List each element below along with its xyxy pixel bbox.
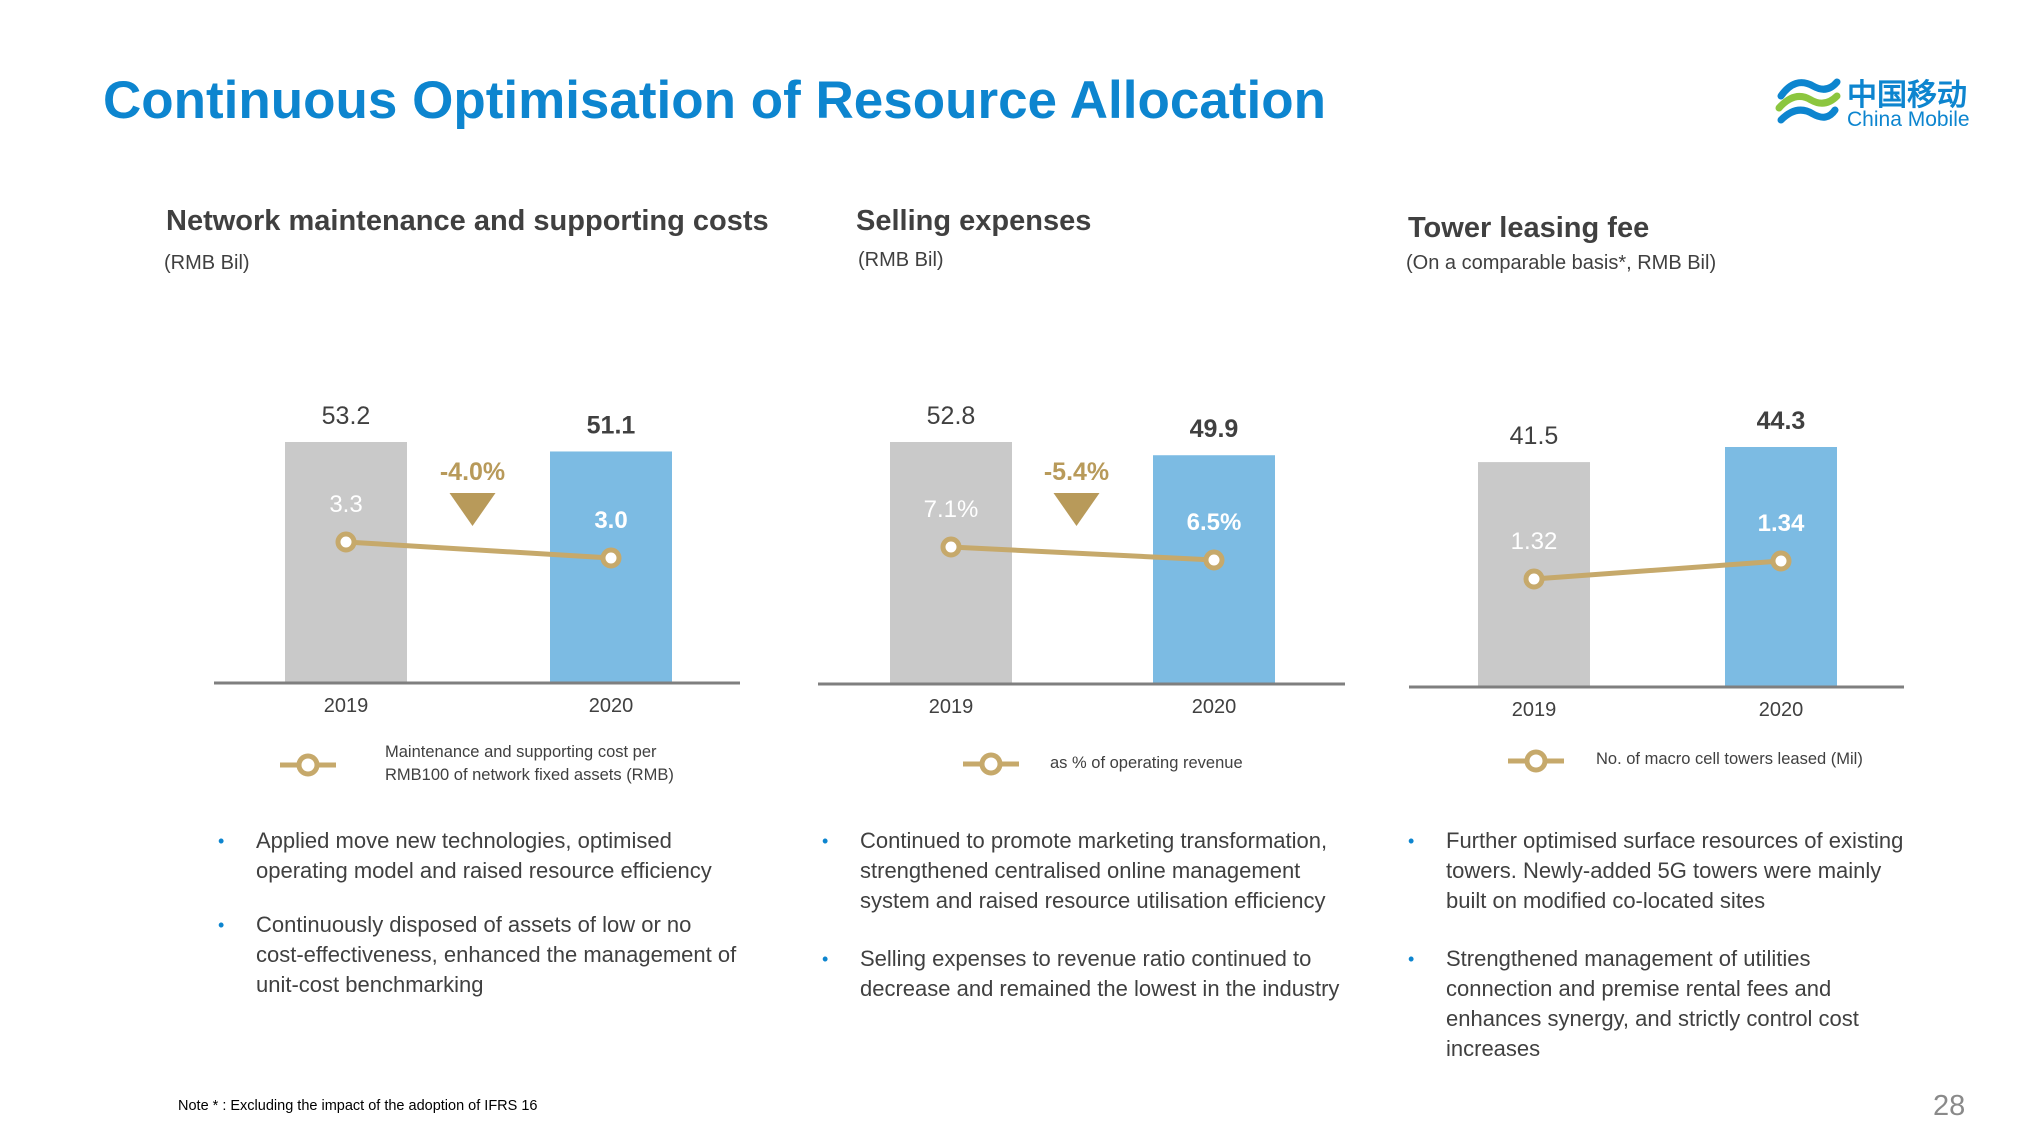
chart-network-maintenance: 53.2 2019 3.3 51.1 2020 3.0 -4.0% — [214, 402, 740, 717]
bullet-list: • Applied move new technologies, optimise… — [218, 826, 738, 1024]
line-value-label: 1.32 — [1511, 528, 1558, 555]
bullet-icon: • — [218, 831, 225, 851]
chart-selling-expenses: 52.8 2019 7.1% 49.9 2020 6.5% -5.4% — [818, 402, 1345, 718]
line-point — [335, 531, 357, 553]
bar-2019 — [890, 442, 1012, 683]
bullet-icon: • — [822, 831, 829, 851]
legend-label-line1: No. of macro cell towers leased (Mil) — [1596, 750, 1863, 768]
legend-label-line2: RMB100 of network fixed assets (RMB) — [385, 766, 674, 784]
bar-value-label: 51.1 — [587, 411, 636, 439]
panel-unit: (RMB Bil) — [858, 249, 944, 271]
list-item: • Applied move new technologies, optimise… — [218, 826, 738, 886]
legend-label-line1: Maintenance and supporting cost per — [385, 743, 657, 761]
logo-english-text: China Mobile — [1847, 108, 1970, 131]
panel-title: Tower leasing fee — [1408, 212, 1650, 244]
line-value-label: 3.3 — [329, 491, 362, 518]
list-item: • Strengthened management of utilities co… — [1408, 944, 1908, 1064]
list-item: • Selling expenses to revenue ratio conti… — [822, 944, 1342, 1004]
line-value-label: 1.34 — [1758, 510, 1805, 537]
list-item: • Further optimised surface resources of … — [1408, 826, 1908, 916]
bar-value-label: 41.5 — [1510, 422, 1559, 450]
bar-value-label: 44.3 — [1757, 407, 1806, 435]
bar-value-label: 52.8 — [927, 402, 976, 430]
list-item: • Continuously disposed of assets of low … — [218, 910, 738, 1000]
bullet-icon: • — [1408, 949, 1415, 969]
x-tick-label: 2019 — [324, 695, 369, 717]
line-point — [1523, 568, 1545, 590]
line-value-label: 6.5% — [1187, 509, 1242, 536]
bar-2019 — [285, 442, 407, 682]
page-number: 28 — [1933, 1090, 1966, 1122]
line-point — [600, 547, 622, 569]
legend-label: as % of operating revenue — [1050, 752, 1243, 775]
chart-tower-leasing: 41.5 2019 1.32 44.3 2020 1.34 — [1409, 407, 1904, 721]
x-tick-label: 2019 — [929, 696, 974, 718]
list-item-text: Continuously disposed of assets of low o… — [256, 912, 737, 997]
legend-label: Maintenance and supporting cost per RMB1… — [385, 741, 674, 787]
x-tick-label: 2020 — [589, 695, 634, 717]
china-mobile-logo: 中国移动 China Mobile — [1775, 66, 1995, 136]
legend-label: No. of macro cell towers leased (Mil) — [1596, 748, 1863, 771]
legend-line-marker-icon — [1508, 749, 1564, 773]
line-point — [940, 536, 962, 558]
change-percent-label: -4.0% — [440, 458, 505, 486]
legend-label-line1: as % of operating revenue — [1050, 754, 1243, 772]
bullet-icon: • — [218, 915, 225, 935]
down-triangle-icon — [1053, 493, 1100, 526]
down-triangle-icon — [449, 493, 496, 526]
panel-title: Network maintenance and supporting costs — [166, 205, 769, 237]
list-item-text: Applied move new technologies, optimised… — [256, 828, 712, 883]
legend-line-marker-icon — [963, 752, 1019, 776]
list-item-text: Strengthened management of utilities con… — [1446, 946, 1859, 1061]
list-item: • Continued to promote marketing transfor… — [822, 826, 1342, 916]
x-tick-label: 2019 — [1512, 699, 1557, 721]
line-point — [1203, 549, 1225, 571]
change-percent-label: -5.4% — [1044, 458, 1109, 486]
logo-chinese-text: 中国移动 — [1847, 79, 1967, 112]
series-line — [950, 544, 1215, 563]
bullet-list: • Further optimised surface resources of … — [1408, 826, 1908, 1088]
x-tick-label: 2020 — [1759, 699, 1804, 721]
list-item-text: Continued to promote marketing transform… — [860, 828, 1328, 913]
page-title: Continuous Optimisation of Resource Allo… — [103, 71, 1326, 130]
list-item-text: Further optimised surface resources of e… — [1446, 828, 1904, 913]
panel-unit: (On a comparable basis*, RMB Bil) — [1406, 252, 1717, 274]
legend-line-marker-icon — [280, 753, 336, 777]
panel-title: Selling expenses — [856, 205, 1092, 237]
line-point — [1770, 550, 1792, 572]
list-item-text: Selling expenses to revenue ratio contin… — [860, 946, 1340, 1001]
bullet-icon: • — [822, 949, 829, 969]
series-line — [1533, 558, 1782, 582]
x-tick-label: 2020 — [1192, 696, 1237, 718]
bar-value-label: 49.9 — [1190, 415, 1239, 443]
bar-value-label: 53.2 — [322, 402, 371, 430]
line-value-label: 7.1% — [924, 496, 979, 523]
series-line — [345, 539, 612, 561]
panel-unit: (RMB Bil) — [164, 252, 250, 274]
bullet-list: • Continued to promote marketing transfor… — [822, 826, 1342, 1028]
bullet-icon: • — [1408, 831, 1415, 851]
footnote: Note * : Excluding the impact of the ado… — [178, 1098, 538, 1114]
line-value-label: 3.0 — [594, 507, 627, 534]
china-mobile-logo-icon — [1775, 78, 1841, 124]
